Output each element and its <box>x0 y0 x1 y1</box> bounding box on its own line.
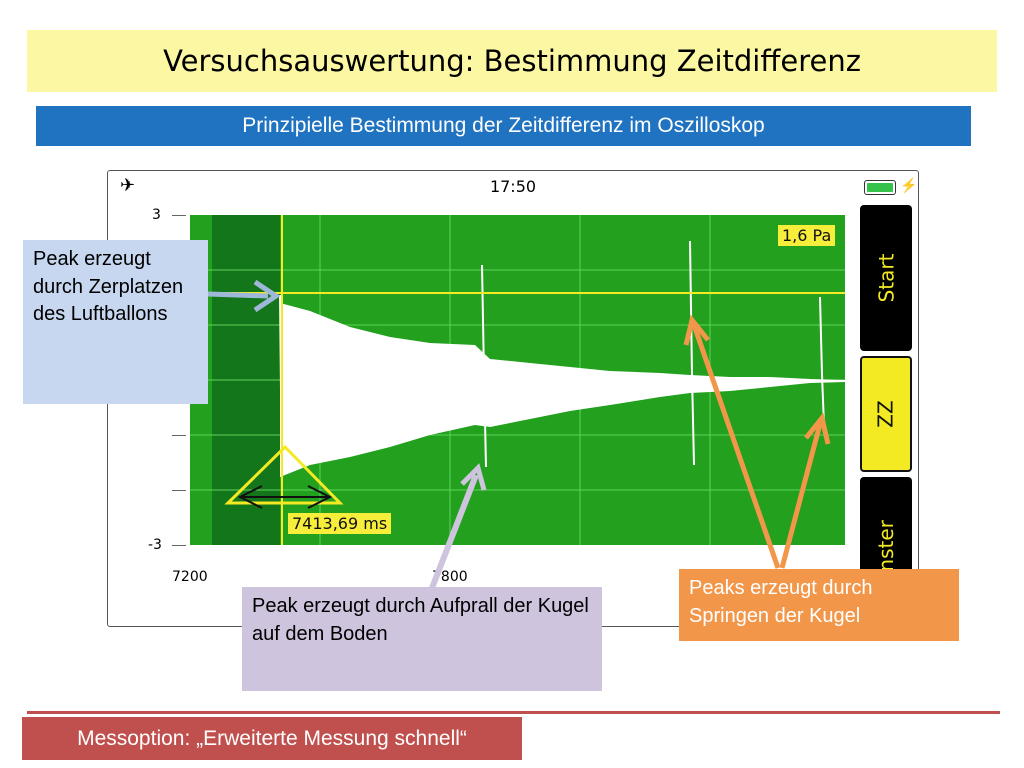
bolt-icon: ⚡ <box>900 177 918 193</box>
signal-envelope <box>280 303 845 477</box>
battery-icon <box>864 180 896 195</box>
oscilloscope-plot[interactable] <box>190 215 845 545</box>
y-tick-top: 3 <box>152 207 161 223</box>
time-readout: 7413,69 ms <box>288 513 392 534</box>
x-tick-7200: 7200 <box>172 569 208 585</box>
status-bar: ✈ 17:50 ⚡ <box>108 171 918 205</box>
callout-balloon: Peak erzeugt durch Zerplatzen des Luftba… <box>23 240 208 404</box>
bounce-arrow-2 <box>779 423 823 569</box>
marker-triangle <box>224 444 344 505</box>
callout-bounce: Peaks erzeugt durch Springen der Kugel <box>679 569 959 641</box>
slide-title-bar: Versuchsauswertung: Bestimmung Zeitdiffe… <box>27 30 997 92</box>
bounce-arrow-1 <box>691 324 781 569</box>
pressure-readout: 1,6 Pa <box>778 225 836 246</box>
floor-arrow <box>429 473 479 590</box>
slide-subtitle: Prinzipielle Bestimmung der Zeitdifferen… <box>242 114 765 137</box>
slide-title: Versuchsauswertung: Bestimmung Zeitdiffe… <box>163 44 861 78</box>
balloon-arrow <box>207 291 269 299</box>
start-button[interactable]: Start <box>860 205 912 351</box>
y-tick-bottom: -3 <box>148 537 162 553</box>
bottom-divider <box>27 711 1000 714</box>
airplane-icon: ✈ <box>120 175 136 195</box>
zz-button[interactable]: ZZ <box>860 356 912 472</box>
callout-floor: Peak erzeugt durch Aufprall der Kugel au… <box>242 587 602 691</box>
phone-screenshot: ✈ 17:50 ⚡ 3 -3 Dr 7200 7800 <box>107 170 919 627</box>
measurement-option-label: Messoption: „Erweiterte Messung schnell“ <box>77 726 467 750</box>
status-time: 17:50 <box>489 177 537 196</box>
measurement-option-bar: Messoption: „Erweiterte Messung schnell“ <box>22 717 522 760</box>
signal-svg <box>190 215 845 545</box>
slide-subtitle-bar: Prinzipielle Bestimmung der Zeitdifferen… <box>36 106 971 146</box>
